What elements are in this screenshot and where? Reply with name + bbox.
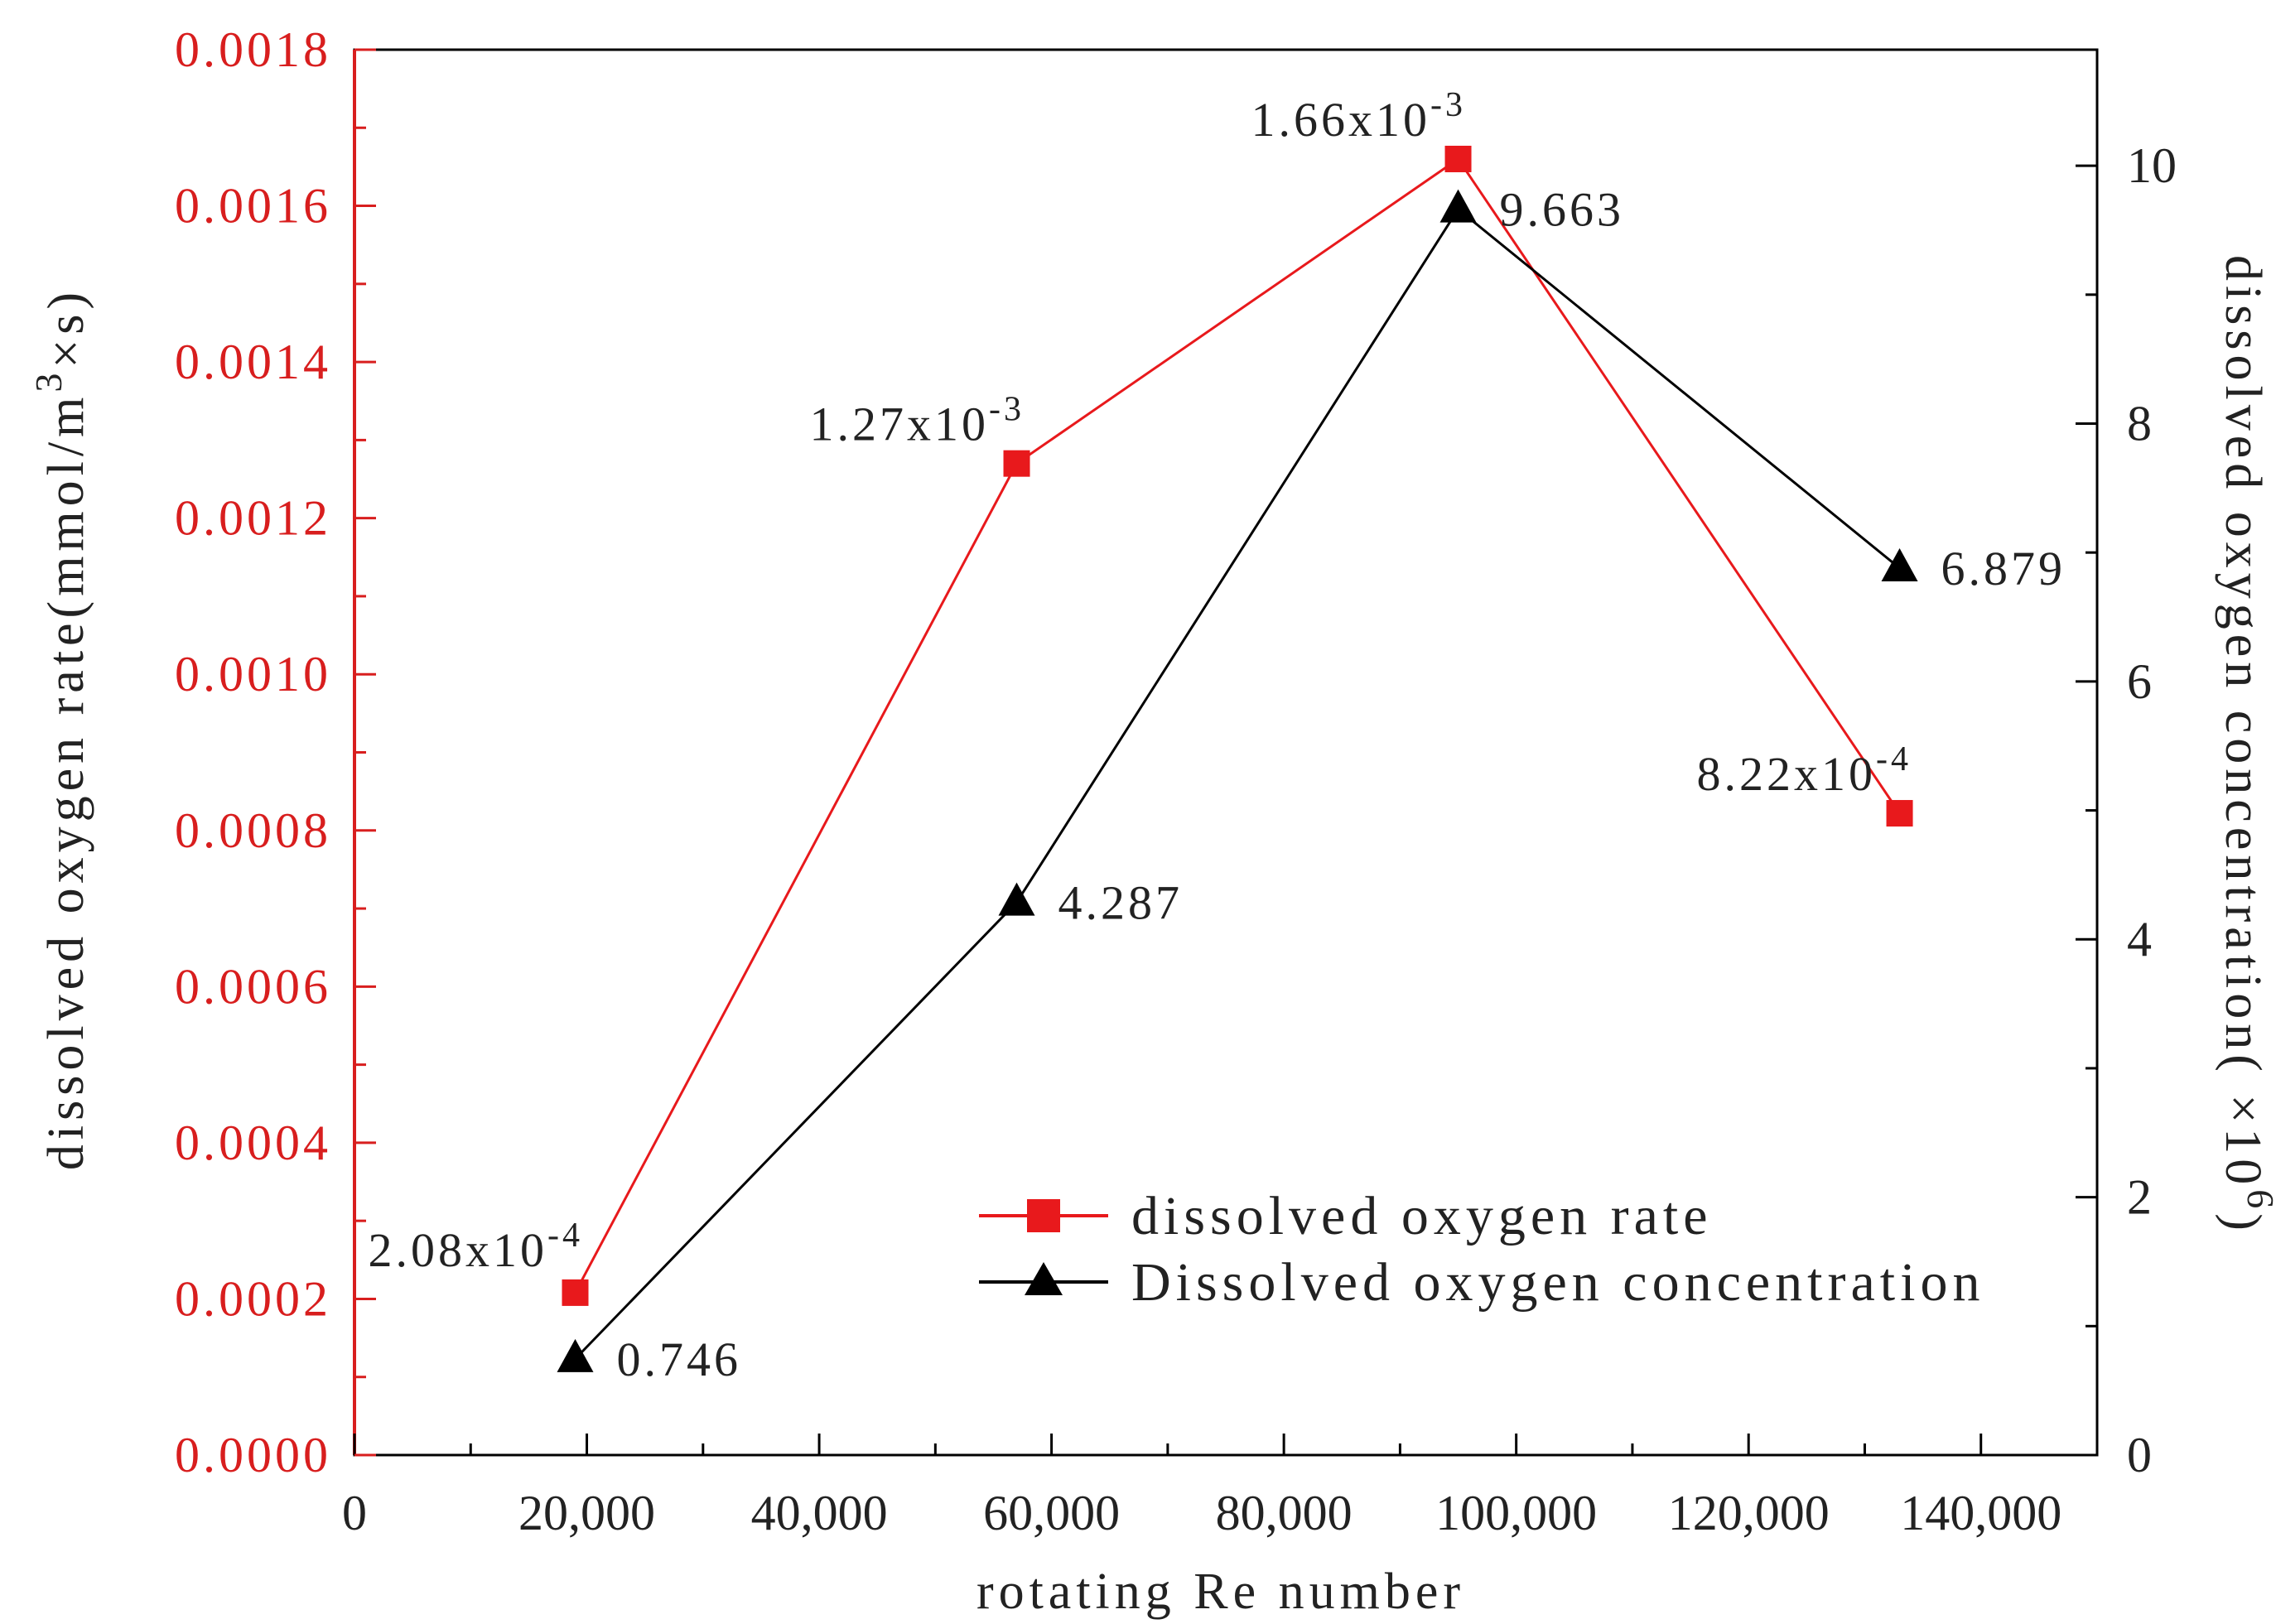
rate-data-label: 2.08x10-4 bbox=[369, 1217, 584, 1277]
series-layer bbox=[557, 145, 1918, 1372]
y-right-tick-label: 4 bbox=[2127, 912, 2152, 966]
y-left-axis-title: dissolved oxygen rate(mmol/m3×s) bbox=[27, 287, 94, 1170]
y-right-title-main: dissolved oxygen concentration( ×10 bbox=[2215, 255, 2271, 1189]
concentration-point-marker bbox=[1881, 548, 1918, 582]
y-left-tick-label: 0.0002 bbox=[175, 1271, 331, 1326]
y-left-tick-label: 0.0018 bbox=[175, 22, 331, 77]
rate-point-marker bbox=[1886, 800, 1913, 827]
y-left-tick-label: 0.0000 bbox=[175, 1428, 331, 1482]
y-right-axis-title: dissolved oxygen concentration( ×106) bbox=[2215, 255, 2276, 1236]
y-right-tick-label: 10 bbox=[2127, 138, 2177, 193]
x-tick-label: 100,000 bbox=[1435, 1486, 1597, 1540]
x-tick-label: 40,000 bbox=[751, 1486, 888, 1540]
concentration-data-label: 0.746 bbox=[617, 1332, 742, 1386]
y-left-tick-label: 0.0016 bbox=[175, 179, 331, 234]
legend-label-concentration: Dissolved oxygen concentration bbox=[1131, 1252, 1984, 1313]
concentration-series-line bbox=[574, 207, 1901, 1360]
legend-marker-triangle bbox=[1025, 1262, 1063, 1295]
y-left-axis: 0.0000 0.0002 0.0004 0.0006 0.0008 0.0010 0.00… bbox=[175, 22, 376, 1482]
x-tick-label: 80,000 bbox=[1216, 1486, 1353, 1540]
concentration-data-label: 6.879 bbox=[1941, 542, 2066, 595]
y-right-tick-label: 8 bbox=[2127, 396, 2152, 451]
y-right-tick-label: 0 bbox=[2127, 1428, 2152, 1482]
rate-series-line bbox=[574, 157, 1901, 1294]
y-left-tick-label: 0.0006 bbox=[175, 959, 331, 1014]
data-label-layer: 2.08x10-4 1.27x10-3 1.66x10-3 8.22x10-4 0.74… bbox=[369, 86, 2066, 1386]
y-left-title-tail: ×s) bbox=[38, 287, 94, 369]
legend: dissolved oxygen rate Dissolved oxygen c… bbox=[979, 1186, 1984, 1313]
x-tick-label: 60,000 bbox=[983, 1486, 1120, 1540]
legend-label-rate: dissolved oxygen rate bbox=[1131, 1186, 1713, 1246]
y-left-tick-label: 0.0014 bbox=[175, 335, 331, 389]
y-left-tick-label: 0.0008 bbox=[175, 803, 331, 858]
y-right-title-sup: 6 bbox=[2240, 1189, 2276, 1213]
legend-marker-square bbox=[1027, 1199, 1060, 1232]
x-tick-label: 0 bbox=[342, 1486, 367, 1540]
rate-point-marker bbox=[1444, 145, 1472, 172]
y-left-title-main: dissolved oxygen rate(mmol/m bbox=[38, 393, 94, 1170]
rate-data-label: 1.27x10-3 bbox=[810, 391, 1025, 451]
rate-data-label: 8.22x10-4 bbox=[1697, 740, 1912, 801]
x-tick-label: 20,000 bbox=[518, 1486, 655, 1540]
y-left-title-sup: 3 bbox=[27, 369, 70, 393]
y-left-tick-label: 0.0010 bbox=[175, 647, 331, 701]
rate-data-label: 1.66x10-3 bbox=[1251, 86, 1467, 147]
concentration-point-marker bbox=[557, 1338, 594, 1372]
y-right-title-tail: ) bbox=[2215, 1213, 2271, 1236]
concentration-data-label: 4.287 bbox=[1058, 876, 1184, 930]
x-tick-label: 120,000 bbox=[1668, 1486, 1830, 1540]
y-left-tick-label: 0.0004 bbox=[175, 1116, 331, 1170]
concentration-point-marker bbox=[1439, 189, 1477, 223]
concentration-point-marker bbox=[998, 882, 1035, 916]
x-axis: 0 20,000 40,000 60,000 80,000 100,000 120,000 1… bbox=[342, 1434, 2099, 1540]
y-right-tick-label: 6 bbox=[2127, 654, 2152, 709]
concentration-data-label: 9.663 bbox=[1500, 183, 1625, 237]
y-left-tick-label: 0.0012 bbox=[175, 491, 331, 546]
y-right-tick-label: 2 bbox=[2127, 1170, 2152, 1225]
rate-point-marker bbox=[562, 1279, 589, 1306]
rate-point-marker bbox=[1003, 450, 1030, 477]
x-tick-label: 140,000 bbox=[1900, 1486, 2061, 1540]
y-right-axis: 0 2 4 6 8 10 bbox=[2076, 138, 2177, 1482]
x-axis-title: rotating Re number bbox=[976, 1564, 1465, 1620]
